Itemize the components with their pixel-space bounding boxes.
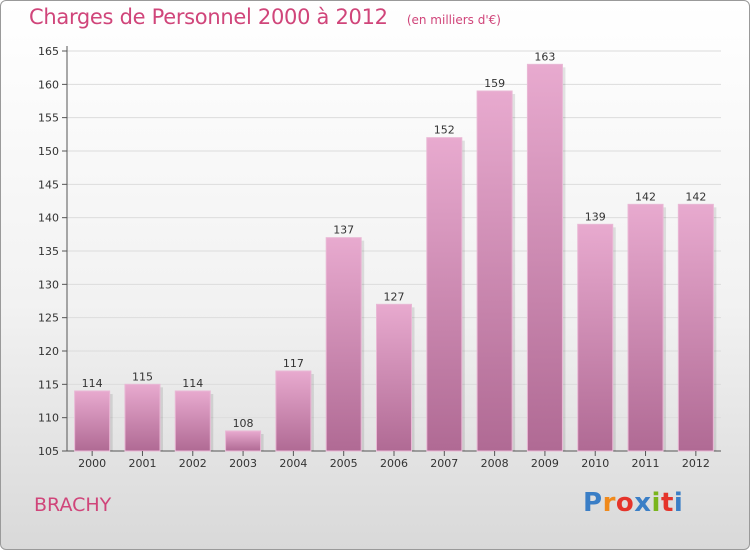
bar [275,370,312,452]
chart-title: Charges de Personnel 2000 à 2012 [29,5,388,29]
data-label: 137 [333,224,354,237]
y-tick-label: 145 [38,178,59,191]
data-label: 114 [82,377,103,390]
data-label: 163 [534,50,555,63]
data-label: 114 [182,377,203,390]
y-tick-label: 135 [38,245,59,258]
logo-letter: P [583,488,603,518]
bar [476,90,513,452]
bar [426,137,463,452]
x-tick-label: 2010 [581,457,609,470]
x-tick-label: 2003 [229,457,257,470]
chart-title-block: Charges de Personnel 2000 à 2012 (en mil… [29,5,501,29]
logo-letter: i [651,488,661,518]
data-label: 159 [484,77,505,90]
x-tick-label: 2012 [682,457,710,470]
x-tick-label: 2007 [430,457,458,470]
x-tick-label: 2008 [481,457,509,470]
bar [225,430,262,452]
x-tick-label: 2002 [179,457,207,470]
logo-letter: i [673,488,684,518]
data-label: 142 [685,190,706,203]
proxiti-logo: Proxiti [583,488,683,518]
bar [677,203,714,452]
data-label: 115 [132,370,153,383]
data-label: 139 [585,210,606,223]
y-tick-label: 155 [38,112,59,125]
bar [74,390,111,452]
data-label: 152 [434,124,455,137]
chart-subtitle: (en milliers d'€) [406,13,501,27]
y-tick-label: 160 [38,78,59,91]
logo-letter: o [615,488,635,518]
bar [577,223,614,452]
bar [627,203,664,452]
x-tick-label: 2004 [279,457,307,470]
bar [174,390,211,452]
y-tick-label: 130 [38,278,59,291]
data-label: 127 [384,290,405,303]
y-tick-label: 105 [38,445,59,458]
y-tick-label: 115 [38,378,59,391]
logo-letter: r [602,488,616,518]
x-tick-label: 2009 [531,457,559,470]
bar [325,237,362,452]
bar [124,383,161,452]
place-name: BRACHY [34,494,112,516]
x-tick-label: 2000 [78,457,106,470]
y-tick-label: 165 [38,45,59,58]
y-tick-label: 140 [38,212,59,225]
x-tick-label: 2001 [128,457,156,470]
bar [526,63,563,452]
logo-letter: x [634,488,652,518]
y-tick-label: 110 [38,412,59,425]
bar [376,303,412,452]
y-tick-label: 120 [38,345,59,358]
data-label: 108 [233,417,254,430]
data-label: 117 [283,357,304,370]
y-tick-label: 125 [38,312,59,325]
data-label: 142 [635,190,656,203]
x-tick-label: 2011 [632,457,660,470]
x-tick-label: 2006 [380,457,408,470]
y-tick-label: 150 [38,145,59,158]
x-tick-label: 2005 [330,457,358,470]
logo-letter: t [660,488,674,518]
